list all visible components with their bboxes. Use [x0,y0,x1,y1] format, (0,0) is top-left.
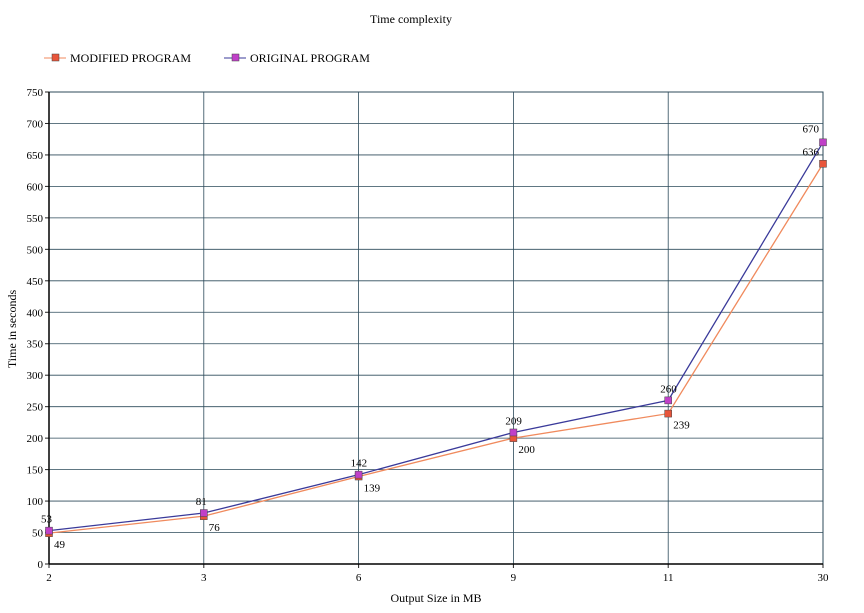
y-tick-label: 300 [27,370,44,382]
series-1-point [509,428,518,437]
series-0-label: 239 [673,420,690,432]
y-tick-label: 100 [27,496,44,508]
y-tick-label: 600 [27,181,44,193]
series-layer [45,138,827,537]
y-tick-label: 650 [27,150,44,162]
y-tick-labels: 0 50 100 150 200 250 300 350 400 450 500 550 600 650 7… [27,87,44,571]
y-tick-label: 550 [27,213,44,225]
grid [45,91,824,568]
series-1-point [664,396,672,405]
y-tick-label: 450 [27,276,44,288]
x-axis-label: Output Size in MB [390,591,481,605]
series-1-label: 260 [660,383,677,395]
series-1-label: 81 [196,496,207,508]
series-1-point [45,526,53,535]
y-tick-label: 400 [27,307,44,319]
series-0-label: 200 [518,444,535,456]
x-tick-label: 6 [356,572,362,584]
y-tick-label: 500 [27,244,44,256]
x-tick-label: 3 [201,572,207,584]
x-tick-labels: 2 3 6 9 11 30 [46,572,829,584]
series-1-label: 142 [351,458,368,470]
y-tick-label: 250 [27,402,44,414]
series-1-point [819,138,827,147]
legend-marker-modified [51,53,60,62]
x-tick-label: 11 [663,572,674,584]
series-line-0 [48,163,824,534]
y-tick-label: 700 [27,118,44,130]
x-tick-label: 30 [818,572,830,584]
series-0-label: 636 [803,147,820,159]
y-tick-label: 750 [27,87,44,99]
series-0-label: 139 [364,483,381,495]
series-1-label: 53 [41,514,53,526]
y-tick-label: 350 [27,339,44,351]
series-0-label: 76 [209,522,221,534]
legend-label-modified: MODIFIED PROGRAM [70,51,191,65]
series-line-1 [48,142,824,532]
series-0-point [664,409,672,418]
series-0-point [819,159,827,168]
legend: MODIFIED PROGRAM ORIGINAL PROGRAM [44,51,370,65]
y-tick-label: 0 [38,559,44,571]
plot-frame [48,91,824,565]
y-axis-label: Time in seconds [5,290,19,369]
legend-label-original: ORIGINAL PROGRAM [250,51,370,65]
y-tick-label: 150 [27,465,44,477]
data-labels: 49 76 139 200 239 636 53 81 142 209 260 670 [41,123,820,551]
legend-marker-original [231,53,240,62]
y-tick-label: 200 [27,433,44,445]
x-tick-label: 2 [46,572,52,584]
y-tick-label: 50 [32,528,44,540]
series-1-point [354,470,363,479]
chart-title: Time complexity [370,12,452,26]
series-1-label: 209 [505,415,522,427]
series-1-point [200,509,208,517]
series-1-label: 670 [803,123,820,135]
series-0-label: 49 [54,539,66,551]
x-tick-label: 9 [511,572,517,584]
